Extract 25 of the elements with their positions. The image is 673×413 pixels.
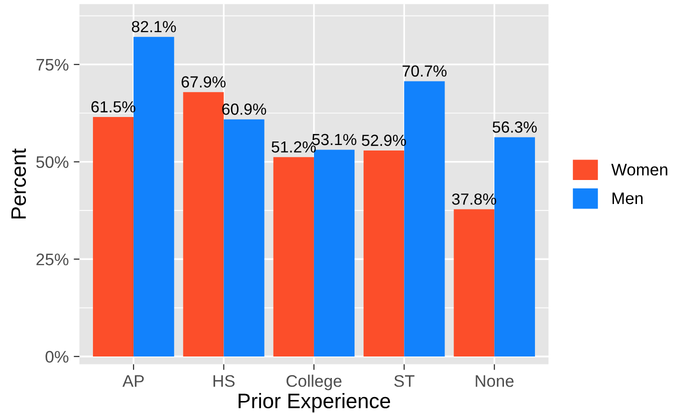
x-axis-title: Prior Experience <box>238 392 390 412</box>
bar <box>404 81 445 356</box>
bar <box>364 150 404 356</box>
legend-label: Men <box>612 192 643 204</box>
x-tick-label: College <box>286 374 342 390</box>
x-tick-label: HS <box>214 375 235 387</box>
x-tick-label: ST <box>394 375 414 387</box>
x-tick-label: AP <box>122 375 144 387</box>
data-label: 67.9% <box>182 76 226 88</box>
bar <box>224 119 264 356</box>
data-label: 56.3% <box>492 121 537 133</box>
y-axis-title: Percent <box>11 148 26 218</box>
bar <box>273 157 314 356</box>
legend-label: Women <box>611 164 668 176</box>
bar <box>183 92 224 356</box>
bar <box>454 209 494 356</box>
y-tick-label: 50% <box>36 156 68 168</box>
y-tick-label: 0% <box>46 350 68 363</box>
y-tick-label: 75% <box>36 58 68 71</box>
bar <box>92 117 134 356</box>
x-tick-label: None <box>476 375 514 387</box>
data-label: 82.1% <box>132 20 176 32</box>
data-label: 70.7% <box>402 65 447 77</box>
y-tick-label: 25% <box>36 254 68 266</box>
bar <box>134 36 174 356</box>
